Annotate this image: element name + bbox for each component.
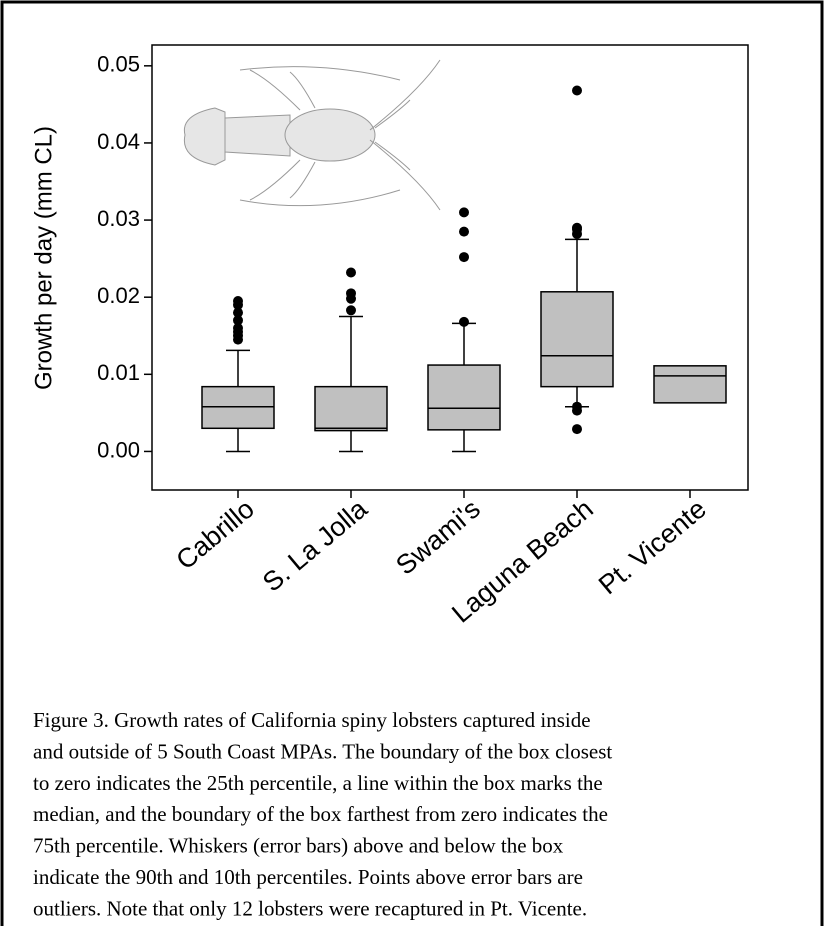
x-tick-label: S. La Jolla bbox=[257, 493, 374, 598]
caption-line: indicate the 90th and 10th percentiles. … bbox=[33, 865, 583, 889]
box bbox=[653, 365, 727, 404]
outlier bbox=[233, 307, 243, 318]
y-axis-label: Growth per day (mm CL) bbox=[30, 126, 57, 390]
lobster-illustration bbox=[183, 59, 441, 211]
outlier bbox=[572, 424, 582, 435]
x-tick-label: Swami's bbox=[390, 494, 486, 581]
caption-line: Figure 3. Growth rates of California spi… bbox=[33, 708, 591, 732]
caption-line: to zero indicates the 25th percentile, a… bbox=[33, 771, 603, 795]
outlier bbox=[346, 288, 356, 299]
outlier bbox=[233, 315, 243, 326]
outlier bbox=[572, 401, 582, 412]
outlier bbox=[459, 252, 469, 263]
outlier bbox=[233, 323, 243, 334]
outlier bbox=[572, 222, 582, 233]
outlier bbox=[346, 305, 356, 316]
y-tick-label: 0.04 bbox=[97, 129, 140, 154]
y-tick-label: 0.05 bbox=[97, 52, 140, 77]
box bbox=[201, 385, 275, 430]
outlier bbox=[459, 226, 469, 237]
outlier bbox=[459, 207, 469, 218]
box bbox=[314, 385, 388, 432]
plot-frame bbox=[151, 44, 749, 491]
outlier bbox=[233, 296, 243, 307]
caption-line: and outside of 5 South Coast MPAs. The b… bbox=[33, 739, 612, 763]
caption-line: 75th percentile. Whiskers (error bars) a… bbox=[33, 834, 564, 858]
y-tick-label: 0.02 bbox=[97, 283, 140, 308]
box bbox=[427, 364, 501, 431]
y-tick-label: 0.01 bbox=[97, 360, 140, 385]
outlier bbox=[346, 267, 356, 278]
outlier bbox=[572, 85, 582, 96]
y-tick-label: 0.03 bbox=[97, 206, 140, 231]
x-tick-label: Pt. Vicente bbox=[593, 494, 712, 601]
caption: Figure 3. Growth rates of California spi… bbox=[33, 708, 612, 920]
caption-line: median, and the boundary of the box fart… bbox=[33, 802, 608, 826]
box bbox=[540, 291, 614, 388]
y-tick-label: 0.00 bbox=[97, 437, 140, 462]
outlier bbox=[459, 316, 469, 327]
x-tick-label: Cabrillo bbox=[170, 494, 259, 576]
caption-line: outliers. Note that only 12 lobsters wer… bbox=[33, 896, 587, 920]
